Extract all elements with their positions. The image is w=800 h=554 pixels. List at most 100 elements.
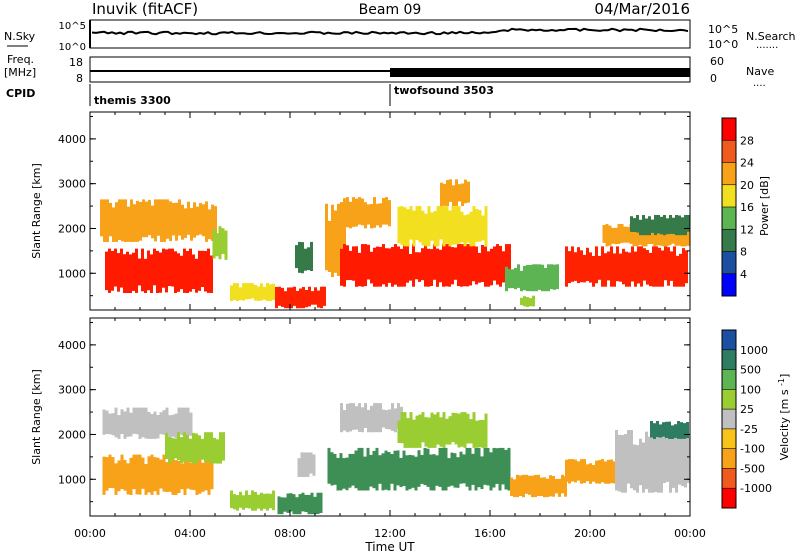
x-tick-label: 12:00 xyxy=(374,527,406,540)
freq-label-line2: [MHz] xyxy=(4,66,36,79)
power-region-5 xyxy=(275,286,326,309)
velocity-region-3 xyxy=(230,490,275,511)
x-tick-label: 08:00 xyxy=(274,527,306,540)
nsearch-tick-bottom: 10^0 xyxy=(708,38,738,51)
velocity-region-11 xyxy=(615,430,690,493)
velocity-colorbar-label-tail: ] xyxy=(778,374,791,378)
velocity-colorbar-swatch xyxy=(722,428,736,449)
velocity-ytick-label: 3000 xyxy=(58,384,86,397)
velocity-colorbar-tick: 100 xyxy=(740,383,761,396)
power-colorbar-swatch xyxy=(722,251,736,274)
power-colorbar-tick: 12 xyxy=(740,223,754,236)
power-data xyxy=(100,179,690,309)
power-region-14 xyxy=(565,246,688,287)
nave-label: Nave xyxy=(746,65,774,78)
x-tick-label: 00:00 xyxy=(674,527,706,540)
date-label: 04/Mar/2016 xyxy=(594,0,690,18)
power-region-12 xyxy=(505,264,559,292)
nsky-tick-top: 10^5 xyxy=(59,21,86,32)
power-region-13 xyxy=(520,295,535,307)
power-colorbar-tick: 4 xyxy=(740,268,747,281)
velocity-region-2 xyxy=(165,432,225,464)
power-region-2 xyxy=(100,199,217,242)
power-colorbar-swatch xyxy=(722,118,736,141)
cpid-label: CPID xyxy=(6,87,35,100)
beam-label: Beam 09 xyxy=(359,2,422,18)
power-colorbar-swatch xyxy=(722,184,736,208)
power-colorbar-tick: 8 xyxy=(740,246,747,259)
velocity-colorbar-tick: -100 xyxy=(740,443,765,456)
freq-panel: Freq. [MHz] 18 8 60 0 Nave .... xyxy=(4,53,774,89)
power-panel: 1000 2000 3000 4000 Slant Range [km] 28 24 20… xyxy=(30,111,771,311)
velocity-colorbar-swatch xyxy=(722,369,736,390)
velocity-colorbar-label: Velocity [m s -1] xyxy=(777,374,791,461)
velocity-region-6 xyxy=(327,447,511,491)
velocity-y-label: Slant Range [km] xyxy=(30,369,43,465)
freq-label-line1: Freq. xyxy=(7,53,34,66)
velocity-region-8 xyxy=(397,412,488,448)
power-colorbar-swatch xyxy=(722,207,736,230)
nsky-label: N.Sky xyxy=(4,30,36,43)
power-ytick-label: 2000 xyxy=(58,222,86,235)
nave-tick-top: 60 xyxy=(710,55,724,68)
power-region-0 xyxy=(105,248,213,293)
nave-dots: .... xyxy=(753,78,766,89)
velocity-colorbar-swatch xyxy=(722,330,736,350)
power-region-9 xyxy=(340,197,391,229)
velocity-colorbar-tick: -1000 xyxy=(740,482,772,495)
velocity-data xyxy=(102,403,690,515)
x-axis: 00:00 04:00 08:00 12:00 16:00 20:00 00:00 xyxy=(74,112,706,540)
freq-tick-bottom: 8 xyxy=(76,72,83,85)
velocity-ytick-label: 1000 xyxy=(58,473,86,486)
nsearch-label: N.Search xyxy=(746,30,796,43)
velocity-colorbar-swatch xyxy=(722,389,736,410)
velocity-region-4 xyxy=(277,492,323,515)
x-tick-label: 04:00 xyxy=(174,527,206,540)
velocity-colorbar-swatch xyxy=(722,349,736,370)
velocity-colorbar-tick: -500 xyxy=(740,462,765,475)
velocity-ytick-label: 4000 xyxy=(58,339,86,352)
x-tick-label: 00:00 xyxy=(74,527,106,540)
power-ytick-label: 3000 xyxy=(58,178,86,191)
power-region-11 xyxy=(440,179,470,207)
power-y-label: Slant Range [km] xyxy=(30,163,43,259)
power-colorbar-swatch xyxy=(722,273,736,297)
velocity-colorbar-swatch xyxy=(722,468,736,489)
power-colorbar-tick: 16 xyxy=(740,201,754,214)
velocity-colorbar: 1000 500 100 25 -25 -100 -500 -1000 xyxy=(721,329,772,509)
velocity-region-5 xyxy=(297,452,316,477)
nsky-trace xyxy=(91,27,689,36)
nsky-tick-bottom: 10^0 xyxy=(59,42,86,53)
power-colorbar-swatch xyxy=(722,229,736,252)
power-region-7 xyxy=(325,203,346,278)
velocity-region-12 xyxy=(650,421,689,439)
power-region-6 xyxy=(295,241,313,274)
velocity-region-9 xyxy=(510,474,567,498)
power-ytick-label: 4000 xyxy=(58,133,86,146)
velocity-panel: 1000 2000 3000 4000 Slant Range [km] 1000 50… xyxy=(30,317,791,517)
power-region-4 xyxy=(230,283,275,302)
velocity-colorbar-swatch xyxy=(722,488,736,508)
power-region-3 xyxy=(212,226,228,260)
power-colorbar-tick: 20 xyxy=(740,179,754,192)
power-colorbar-tick: 28 xyxy=(740,134,754,147)
x-tick-label: 20:00 xyxy=(574,527,606,540)
power-ytick-label: 1000 xyxy=(58,267,86,280)
velocity-colorbar-label-exponent: -1 xyxy=(777,378,786,386)
nave-trace xyxy=(390,68,690,77)
power-region-16 xyxy=(630,215,690,236)
velocity-colorbar-label-text: Velocity [m s xyxy=(778,389,791,460)
velocity-region-0 xyxy=(102,454,214,495)
velocity-region-1 xyxy=(102,407,193,439)
power-region-8 xyxy=(340,244,511,287)
velocity-colorbar-tick: 25 xyxy=(740,403,754,416)
velocity-ytick-label: 2000 xyxy=(58,428,86,441)
power-region-10 xyxy=(397,206,488,247)
power-colorbar-label: Power [dB] xyxy=(758,176,771,236)
velocity-colorbar-swatch xyxy=(722,409,736,429)
station-title: Inuvik (fitACF) xyxy=(92,0,198,18)
velocity-colorbar-tick: -25 xyxy=(740,423,758,436)
x-tick-label: 16:00 xyxy=(474,527,506,540)
x-axis-label: Time UT xyxy=(364,540,415,554)
